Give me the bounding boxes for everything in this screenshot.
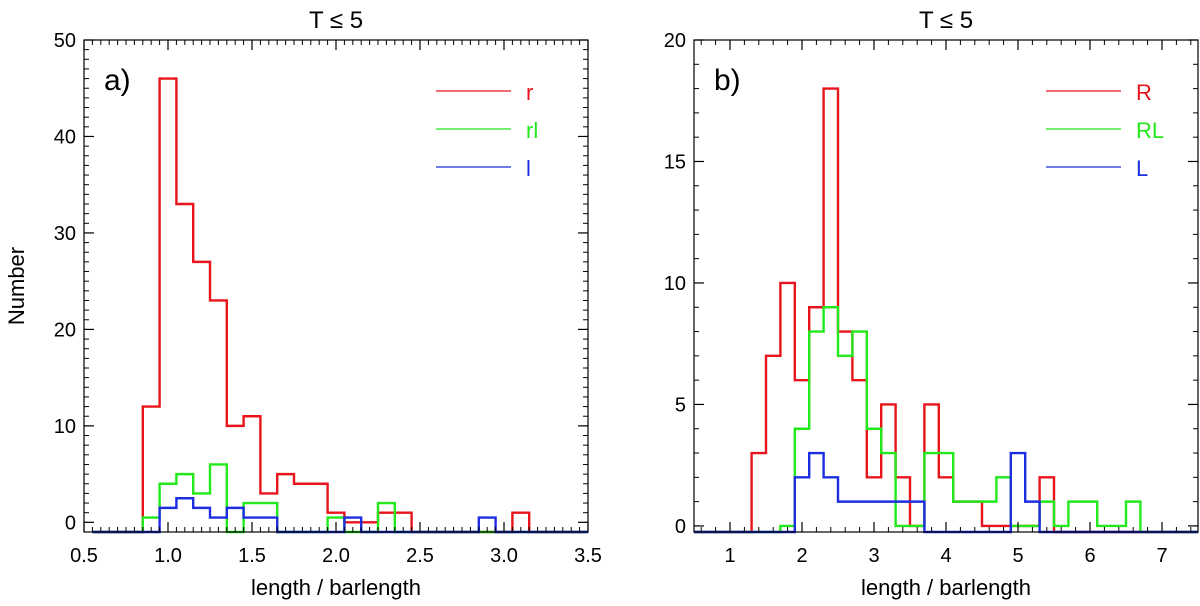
panel-a-x-tick-label: 2.5 [406,545,434,567]
panel-b: 1 2 3 4 5 6 7 0 5 10 15 20 T ≤ 5 length / barlength b)… [664,7,1199,600]
panel-b-title: T ≤ 5 [919,7,973,34]
panel-b-x-tick-label: 6 [1084,545,1095,567]
panel-b-legend-label-l: L [1136,156,1148,181]
panel-b-series-r-line [694,87,1198,534]
panel-b-x-tick-label: 1 [724,545,735,567]
panel-a-series-r-line [92,77,588,534]
panel-a-panel-label: a) [104,64,131,97]
panel-b-x-axis-label: length / barlength [861,575,1031,600]
panel-b-x-tick-label: 3 [868,545,879,567]
panel-a-x-axis-label: length / barlength [251,575,421,600]
panel-b-x-tick-label: 5 [1012,545,1023,567]
panel-a-x-tick-label: 3.5 [574,545,602,567]
panel-a-y-tick-label: 20 [54,319,76,341]
panel-a-legend-label-l: l [526,156,531,181]
panel-a-legend-label-rl: rl [526,118,538,143]
panel-a-y-tick-label: 10 [54,416,76,438]
panel-a-y-tick-label: 40 [54,126,76,148]
panel-a-y-tick-label: 0 [65,512,76,534]
panel-b-x-tick-label: 4 [940,545,951,567]
panel-b-series-l-line [694,451,1198,534]
panel-b-series-rl-line [694,306,1198,534]
panel-a-series-rl-line [92,463,588,534]
panel-a-series-l-line [92,497,588,534]
panel-b-y-tick-label: 15 [664,151,686,173]
panel-b-x-tick-label: 7 [1156,545,1167,567]
panel-b-panel-label: b) [714,64,741,97]
panel-a-title: T ≤ 5 [309,7,363,34]
panel-a-x-tick-label: 0.5 [70,545,98,567]
panel-b-x-tick-label: 2 [796,545,807,567]
panel-a-x-tick-label: 2.0 [322,545,350,567]
panel-a-x-tick-label: 1.0 [154,545,182,567]
panel-a-legend-label-r: r [526,80,533,105]
panel-b-y-tick-label: 0 [675,516,686,538]
panel-a-x-tick-label: 1.5 [238,545,266,567]
panel-b-y-tick-label: 10 [664,273,686,295]
panel-b-legend-label-rl: RL [1136,118,1164,143]
panel-a: 0.5 1.0 1.5 2.0 2.5 3.0 3.5 0 10 20 30 40 50 T ≤ 5 len… [4,7,602,600]
panel-a-x-tick-label: 3.0 [490,545,518,567]
panel-b-y-tick-label: 20 [664,30,686,52]
panel-a-y-axis-label: Number [4,247,29,325]
panel-a-y-tick-label: 50 [54,30,76,52]
panel-b-plot-frame [693,39,1199,533]
panel-b-legend-label-r: R [1136,80,1152,105]
panel-a-y-tick-label: 30 [54,223,76,245]
panel-b-y-tick-label: 5 [675,394,686,416]
